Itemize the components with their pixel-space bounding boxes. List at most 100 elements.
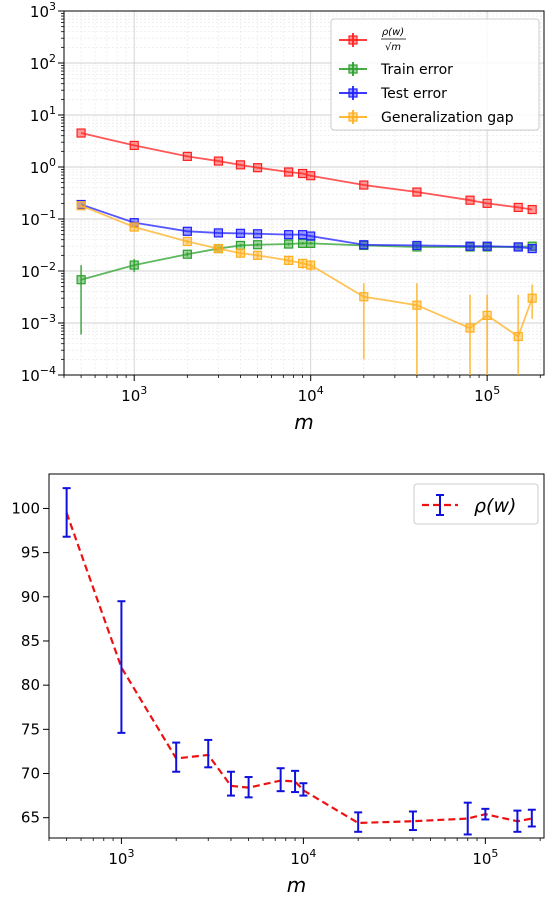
legend-item: Generalization gap: [339, 110, 514, 126]
y-tick-label-exp: −3: [40, 312, 56, 325]
y-tick-label: 95: [21, 544, 40, 562]
data-point: [182, 226, 192, 236]
error-bar: [226, 770, 235, 797]
legend-label-denominator: √m: [385, 42, 401, 53]
data-point: [527, 204, 537, 215]
data-point: [298, 230, 308, 240]
y-tick-label: 100: [11, 499, 40, 517]
legend-label: Generalization gap: [381, 110, 514, 126]
x-tick-label-base: 10: [474, 387, 493, 405]
x-tick-label-base: 10: [290, 850, 309, 868]
y-tick-label: 90: [21, 588, 40, 606]
rho-series: [62, 487, 536, 836]
data-point: [513, 331, 523, 342]
error-bar: [408, 810, 417, 832]
data-point: [252, 163, 263, 173]
data-point: [252, 250, 263, 260]
data-point: [284, 239, 294, 249]
legend-marker: [348, 88, 358, 98]
data-point: [527, 243, 537, 254]
x-tick-label-exp: 4: [309, 847, 316, 860]
error-bar: [527, 808, 536, 828]
data-point: [412, 187, 422, 197]
data-point: [359, 292, 369, 302]
data-point: [465, 323, 475, 333]
y-tick-label-exp: 0: [49, 156, 56, 169]
series-line: [80, 203, 533, 250]
error-bar: [62, 487, 71, 538]
y-tick-label-base: 10: [30, 55, 49, 73]
x-tick-label-base: 10: [298, 387, 317, 405]
data-point: [284, 167, 294, 177]
y-tick-label: 65: [21, 809, 40, 827]
series-line: [65, 512, 533, 825]
x-tick-label-exp: 4: [317, 384, 324, 397]
y-tick-label-base: 10: [30, 159, 49, 177]
data-point: [298, 168, 308, 179]
x-tick-label: 103: [121, 384, 147, 405]
y-tick-label: 10−1: [21, 208, 56, 229]
legend-label: Test error: [380, 86, 447, 102]
y-tick-label: 103: [30, 0, 56, 21]
error-bar: [463, 801, 472, 836]
data-point: [213, 156, 224, 166]
y-tick-label-base: 10: [30, 3, 49, 21]
data-point: [306, 171, 316, 181]
y-tick-label-base: 10: [21, 211, 40, 229]
y-tick-label-exp: 2: [49, 52, 56, 65]
y-tick-label: 102: [30, 52, 56, 73]
data-point: [252, 229, 263, 239]
error-bar: [354, 811, 363, 833]
data-point: [76, 201, 86, 211]
error-bar: [276, 767, 285, 793]
data-point: [465, 241, 475, 251]
error-bar: [513, 809, 522, 833]
data-point: [182, 249, 192, 259]
log-log-error-chart: 103 104 10510310210110010−110−210−310−4mρ(…: [21, 0, 545, 434]
plot-frame: [48, 473, 545, 839]
x-tick-label-base: 10: [108, 850, 127, 868]
y-tick-label: 10−4: [21, 364, 56, 385]
legend-box: [330, 18, 540, 131]
data-point: [482, 241, 492, 251]
y-tick-label-base: 10: [21, 315, 40, 333]
data-point: [412, 240, 422, 251]
data-point: [129, 260, 139, 270]
data-point: [213, 228, 224, 238]
y-tick-label-exp: −1: [40, 208, 56, 221]
x-tick-label-base: 10: [121, 387, 140, 405]
data-point: [235, 228, 246, 238]
y-tick-label-base: 10: [21, 263, 40, 281]
legend-marker: [348, 64, 358, 74]
data-point: [306, 238, 316, 248]
data-point: [129, 140, 139, 151]
legend-marker: [348, 112, 358, 122]
data-point: [213, 243, 224, 254]
legend-item: Test error: [339, 86, 447, 102]
x-tick-label-exp: 3: [127, 847, 134, 860]
data-point: [76, 128, 86, 138]
data-point: [235, 248, 246, 258]
data-point: [129, 222, 139, 232]
y-tick-label: 10−2: [21, 260, 56, 281]
data-point: [284, 255, 294, 265]
x-axis-label: m: [294, 410, 313, 434]
data-point: [359, 240, 369, 250]
error-bar: [244, 776, 253, 799]
y-tick-label-exp: −4: [40, 364, 56, 377]
y-tick-label-base: 10: [21, 367, 40, 385]
data-point: [298, 258, 308, 269]
legend: ρ(w) √m Train error Test error Generalizatio…: [330, 18, 540, 131]
y-tick-label-base: 10: [30, 107, 49, 125]
data-point: [76, 275, 86, 285]
y-tick-label-exp: −2: [40, 260, 56, 273]
x-tick-label: 104: [290, 847, 316, 868]
error-bar: [172, 741, 181, 773]
data-point: [235, 160, 246, 170]
data-point: [182, 151, 192, 161]
x-tick-label: 105: [474, 384, 500, 405]
y-tick-label: 85: [21, 632, 40, 650]
error-bar: [291, 769, 300, 794]
